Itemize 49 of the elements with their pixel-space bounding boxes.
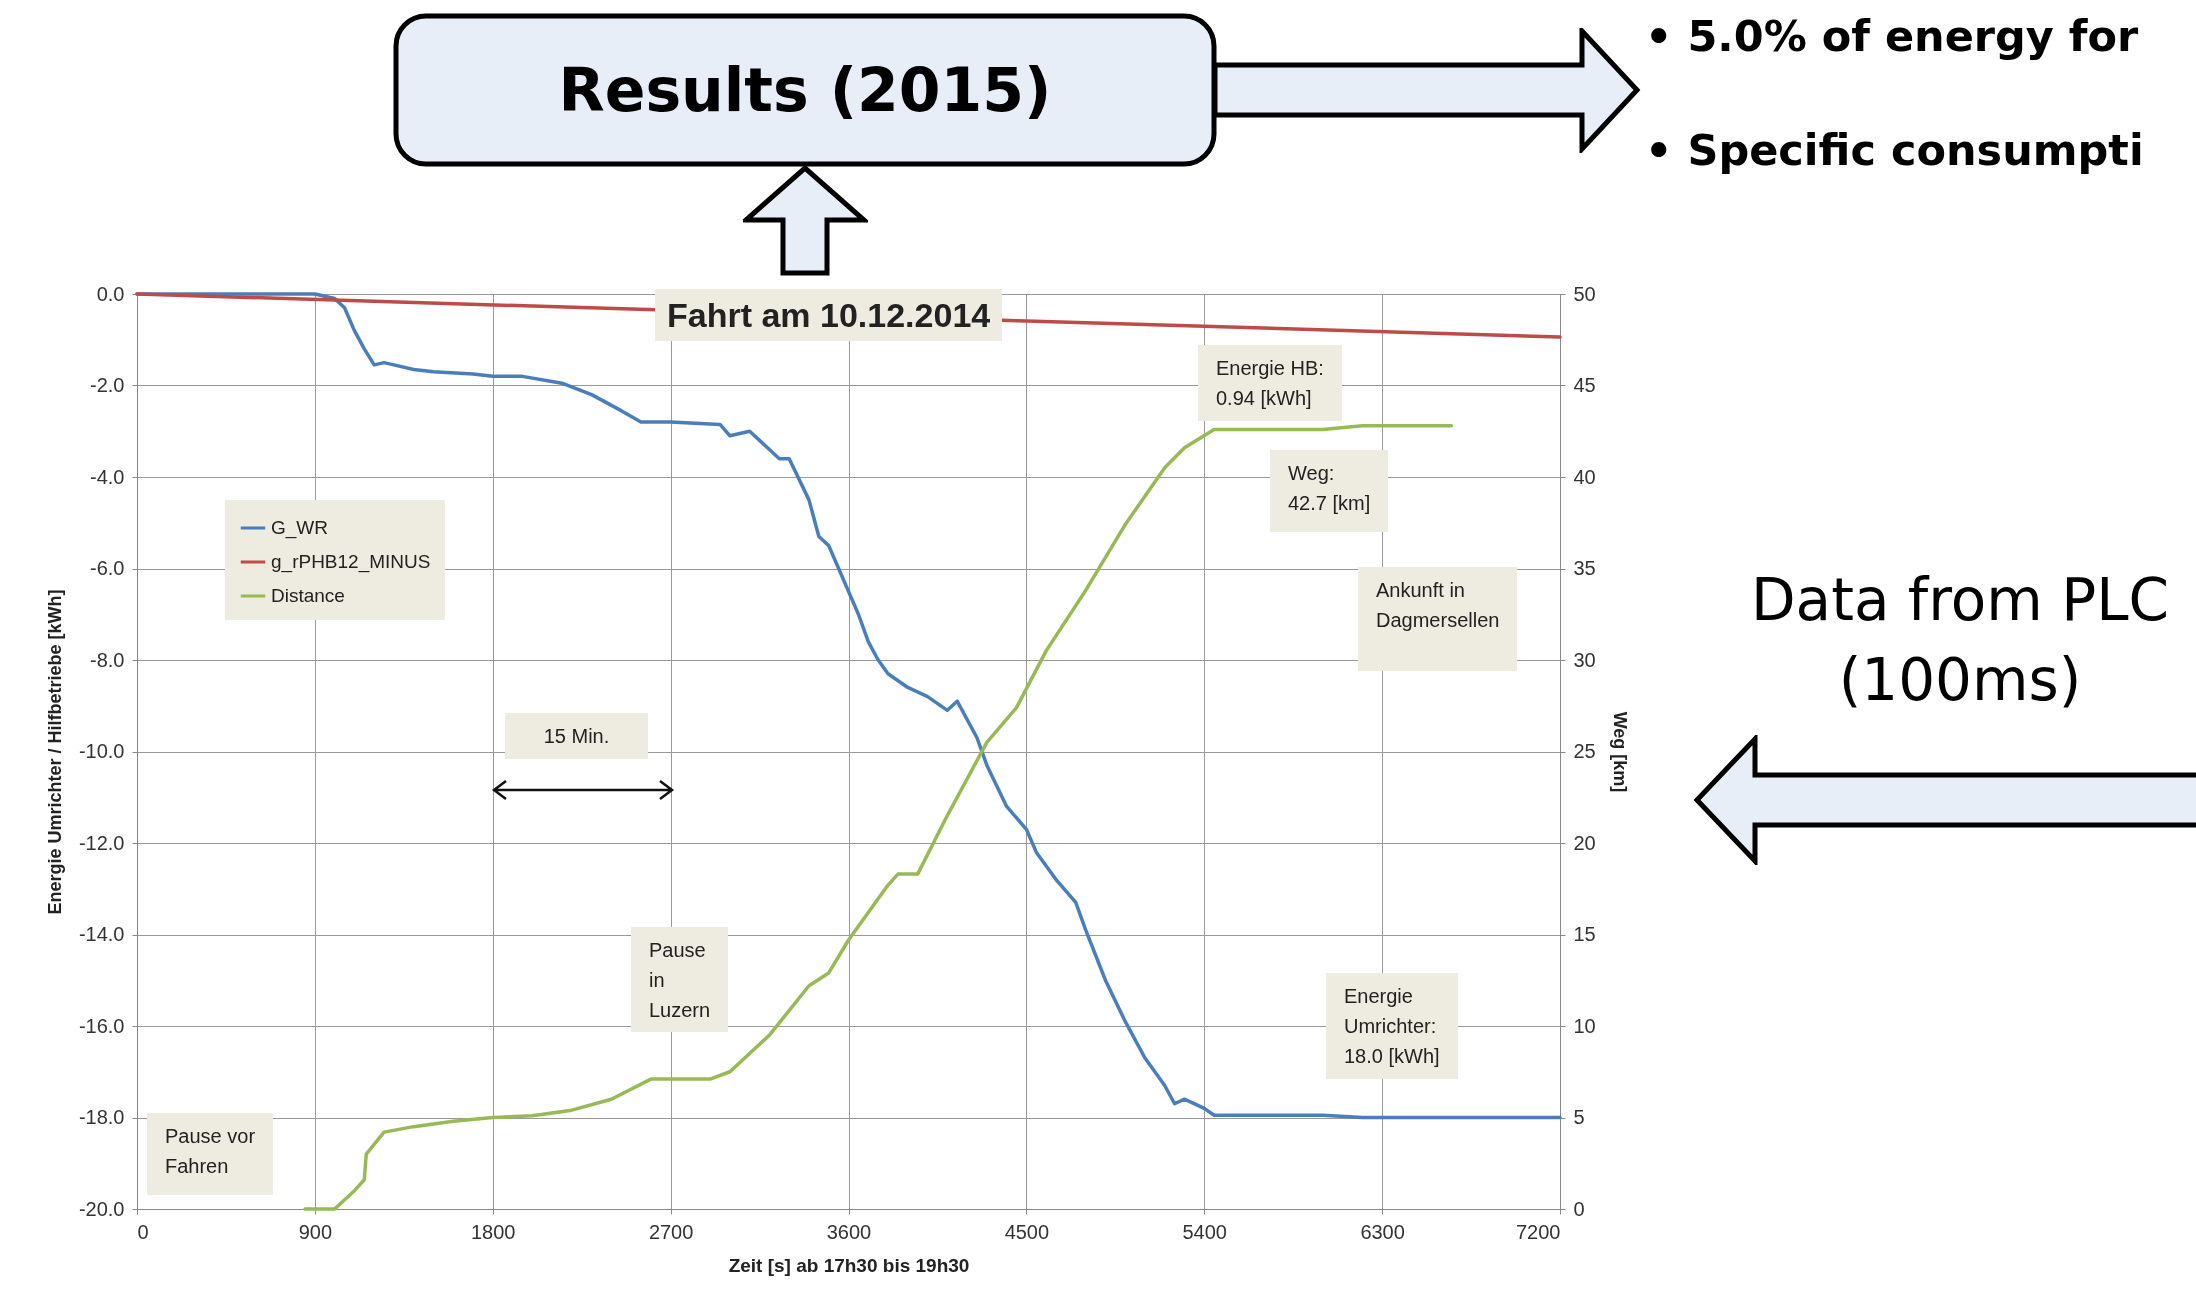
y-tick-label: -4.0 [90, 465, 125, 488]
x-tick-label: 3600 [826, 1220, 872, 1243]
text: • Specific consumpti [1645, 124, 2144, 177]
y2-tick-label: 15 [1573, 923, 1596, 945]
note-box: Weg: 42.7 [km] [1270, 450, 1389, 532]
y-tick-label: -12.0 [78, 831, 125, 854]
x-tick-label: 7200 [1516, 1220, 1561, 1243]
note-box: Energie Umrichter: 18.0 [kWh] [1326, 973, 1458, 1079]
y2-tick-label: 30 [1573, 648, 1596, 671]
y2-tick-label: 10 [1573, 1014, 1596, 1037]
y-tick-label: -16.0 [78, 1014, 125, 1037]
y-tick-label: -14.0 [78, 923, 125, 945]
note-box: Pause vor Fahren [147, 1113, 274, 1195]
x-tick-label: 0 [137, 1220, 149, 1243]
y-tick-label: 0.0 [96, 282, 125, 305]
note-box: Ankunft in Dagmersellen [1358, 567, 1518, 671]
y-tick-label: -18.0 [78, 1106, 125, 1128]
note-box: 15 Min. [505, 713, 648, 759]
legend-label: g_rPHB12_MINUS [271, 551, 431, 573]
text: • 5.0% of energy for [1645, 10, 2139, 63]
y2-tick-label: 35 [1573, 557, 1596, 579]
x-tick-label: 2700 [648, 1220, 694, 1243]
y2-tick-label: 50 [1573, 282, 1596, 305]
y2-tick-label: 20 [1573, 831, 1596, 854]
y-tick-label: -10.0 [78, 740, 125, 762]
x-tick-label: 1800 [471, 1220, 516, 1243]
chart-title: Fahrt am 10.12.2014 [655, 289, 1003, 341]
y-tick-label: -20.0 [78, 1197, 125, 1220]
y2-tick-label: 40 [1573, 465, 1596, 488]
note-box: Energie HB: 0.94 [kWh] [1198, 345, 1342, 421]
x-tick-label: 5400 [1182, 1220, 1227, 1243]
x-tick-label: 900 [298, 1220, 333, 1243]
y2-tick-label: 0 [1573, 1197, 1585, 1220]
y-tick-label: -8.0 [90, 648, 125, 671]
note-box: Pause in Luzern [631, 927, 729, 1032]
x-tick-label: 4500 [1004, 1220, 1050, 1243]
y2-tick-label: 5 [1573, 1106, 1585, 1128]
y2-axis-title: Weg [km] [1609, 711, 1630, 793]
legend-label: G_WR [271, 517, 328, 539]
legend-label: Distance [271, 585, 345, 606]
y-tick-label: -6.0 [90, 557, 125, 579]
y-tick-label: -2.0 [90, 374, 125, 396]
y2-tick-label: 25 [1573, 740, 1596, 762]
text: Results (2015) [557, 54, 1053, 127]
y-axis-title: Energie Umrichter / Hilfbetriebe [kWh] [44, 589, 65, 915]
x-axis-title: Zeit [s] ab 17h30 bis 19h30 [728, 1254, 970, 1276]
x-tick-label: 6300 [1360, 1220, 1405, 1243]
y2-tick-label: 45 [1573, 374, 1596, 396]
text: Data from PLC (100ms) [1749, 565, 2171, 716]
